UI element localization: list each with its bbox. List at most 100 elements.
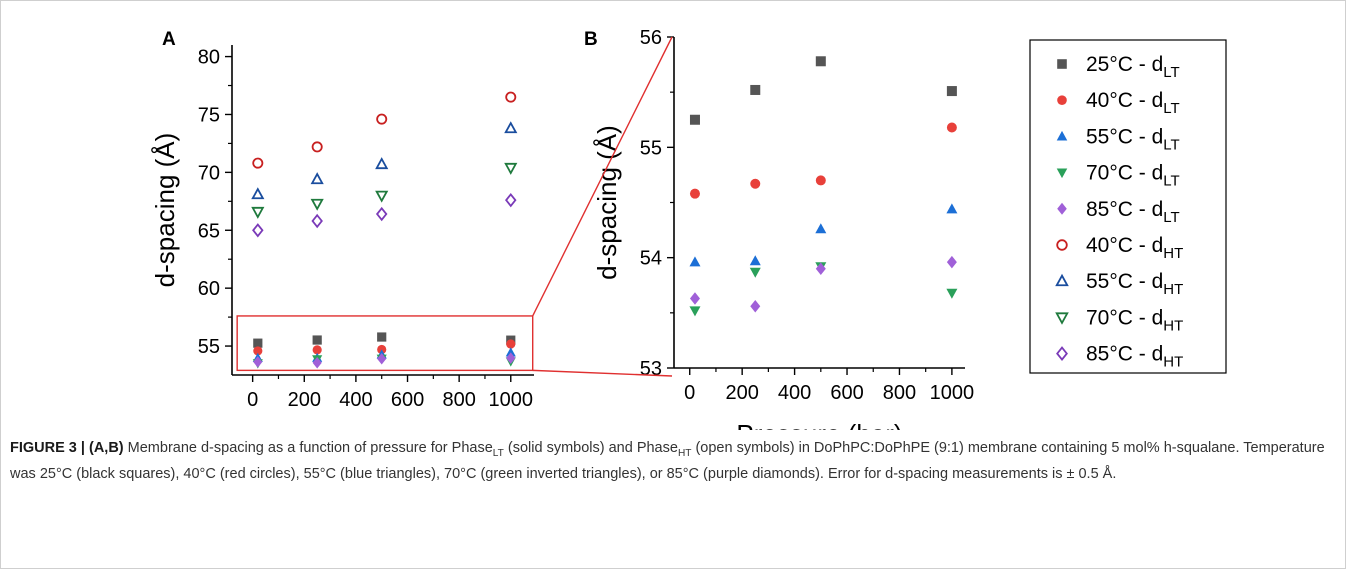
data-point xyxy=(253,346,263,356)
x-tick-label: 400 xyxy=(778,382,811,404)
legend-label-subscript: LT xyxy=(1163,100,1179,117)
legend-marker xyxy=(1055,273,1069,287)
data-point xyxy=(815,223,827,234)
panel-a: 55606570758002004006008001000Pressure (b… xyxy=(150,29,534,430)
data-point xyxy=(815,262,826,275)
data-point xyxy=(749,255,761,266)
data-point xyxy=(312,356,322,369)
x-axis-label: Pressure (bar) xyxy=(736,419,902,430)
y-tick-label: 70 xyxy=(198,162,220,184)
legend-marker xyxy=(1057,202,1067,215)
data-point xyxy=(946,203,958,214)
x-tick-label: 200 xyxy=(725,382,758,404)
x-tick-label: 0 xyxy=(247,389,258,411)
data-point xyxy=(377,353,387,365)
x-tick-label: 200 xyxy=(288,389,321,411)
legend-label: 85°C - dHT xyxy=(1086,343,1183,371)
legend-label-subscript: LT xyxy=(1163,136,1179,153)
data-point xyxy=(310,172,324,185)
caption-text-1: Membrane d-spacing as a function of pres… xyxy=(123,440,493,456)
legend-label-subscript: HT xyxy=(1163,317,1183,334)
legend-marker xyxy=(1055,312,1069,325)
data-point xyxy=(689,188,700,199)
legend-label-text: 85°C - d xyxy=(1086,198,1163,221)
caption-label: FIGURE 3 | (A,B) xyxy=(10,440,124,456)
data-point xyxy=(377,332,387,342)
x-tick-label: 800 xyxy=(442,389,475,411)
data-point xyxy=(815,175,826,186)
legend-label: 70°C - dLT xyxy=(1086,162,1180,190)
x-tick-label: 1000 xyxy=(489,389,534,411)
legend-label-text: 40°C - d xyxy=(1086,234,1163,257)
data-point xyxy=(946,122,957,133)
data-point xyxy=(750,84,761,95)
caption-sub-2: HT xyxy=(677,447,692,459)
x-tick-label: 600 xyxy=(830,382,863,404)
data-point xyxy=(946,86,957,97)
data-point xyxy=(689,292,700,305)
data-point xyxy=(310,198,324,211)
data-point xyxy=(506,339,516,349)
legend-label: 25°C - dLT xyxy=(1086,53,1180,81)
legend-marker xyxy=(1056,346,1068,362)
data-point xyxy=(749,267,761,278)
x-tick-label: 0 xyxy=(684,382,695,404)
legend-label: 55°C - dHT xyxy=(1086,270,1183,298)
legend-label-text: 40°C - d xyxy=(1086,89,1163,112)
zoom-connector-top xyxy=(532,36,673,317)
y-tick-label: 65 xyxy=(198,220,220,242)
legend-label: 85°C - dLT xyxy=(1086,198,1180,226)
legend-label: 40°C - dHT xyxy=(1086,234,1183,262)
x-axis-label: Pressure (bar) xyxy=(300,426,466,430)
legend-label-subscript: LT xyxy=(1163,173,1179,190)
data-point xyxy=(750,178,761,189)
data-point xyxy=(375,190,389,203)
panel-b: 53 54 55 56 0 200 400 600 800 1000 Pressure (bar) d… xyxy=(584,27,974,430)
data-point xyxy=(375,157,389,170)
data-point xyxy=(504,162,518,175)
legend-label-subscript: HT xyxy=(1163,281,1183,298)
legend-marker xyxy=(1056,168,1068,179)
data-point xyxy=(815,56,826,67)
legend-label: 55°C - dLT xyxy=(1086,125,1180,153)
data-point xyxy=(750,299,761,313)
legend-marker xyxy=(1057,95,1067,105)
legend-marker xyxy=(1056,130,1068,141)
y-tick-label: 53 xyxy=(640,358,662,380)
data-point xyxy=(375,206,388,222)
legend-label-subscript: HT xyxy=(1163,354,1183,371)
legend-label: 70°C - dHT xyxy=(1086,306,1183,334)
panel-label: B xyxy=(584,29,598,50)
data-point xyxy=(946,288,958,299)
figure-caption: FIGURE 3 | (A,B) Membrane d-spacing as a… xyxy=(10,438,1330,484)
data-point xyxy=(253,356,263,368)
legend-label-subscript: LT xyxy=(1163,64,1179,81)
panel-label: A xyxy=(162,29,176,50)
zoom-connector-bottom xyxy=(532,369,673,377)
y-tick-label: 55 xyxy=(198,336,220,358)
legend-label-text: 55°C - d xyxy=(1086,270,1163,293)
data-point xyxy=(504,121,518,134)
data-point xyxy=(311,213,323,229)
y-tick-label: 55 xyxy=(640,137,662,159)
data-point xyxy=(311,141,323,153)
zoom-connector-lines xyxy=(236,36,673,377)
legend-label-text: 25°C - d xyxy=(1086,53,1163,76)
data-point xyxy=(253,338,263,348)
legend-marker xyxy=(1057,59,1067,69)
legend-marker xyxy=(1056,239,1068,251)
data-point xyxy=(946,255,957,269)
data-point xyxy=(252,157,264,169)
figure-3-charts: 55606570758002004006008001000Pressure (b… xyxy=(150,27,1227,430)
data-point xyxy=(689,114,700,125)
data-point xyxy=(689,256,701,267)
legend-label-text: 70°C - d xyxy=(1086,162,1163,185)
x-tick-label: 800 xyxy=(883,382,916,404)
data-point xyxy=(506,352,516,364)
legend-label-text: 55°C - d xyxy=(1086,125,1163,148)
legend-label-subscript: LT xyxy=(1163,209,1179,226)
caption-text-2: (solid symbols) and Phase xyxy=(503,440,678,456)
data-point xyxy=(251,187,265,200)
data-point xyxy=(505,347,516,357)
